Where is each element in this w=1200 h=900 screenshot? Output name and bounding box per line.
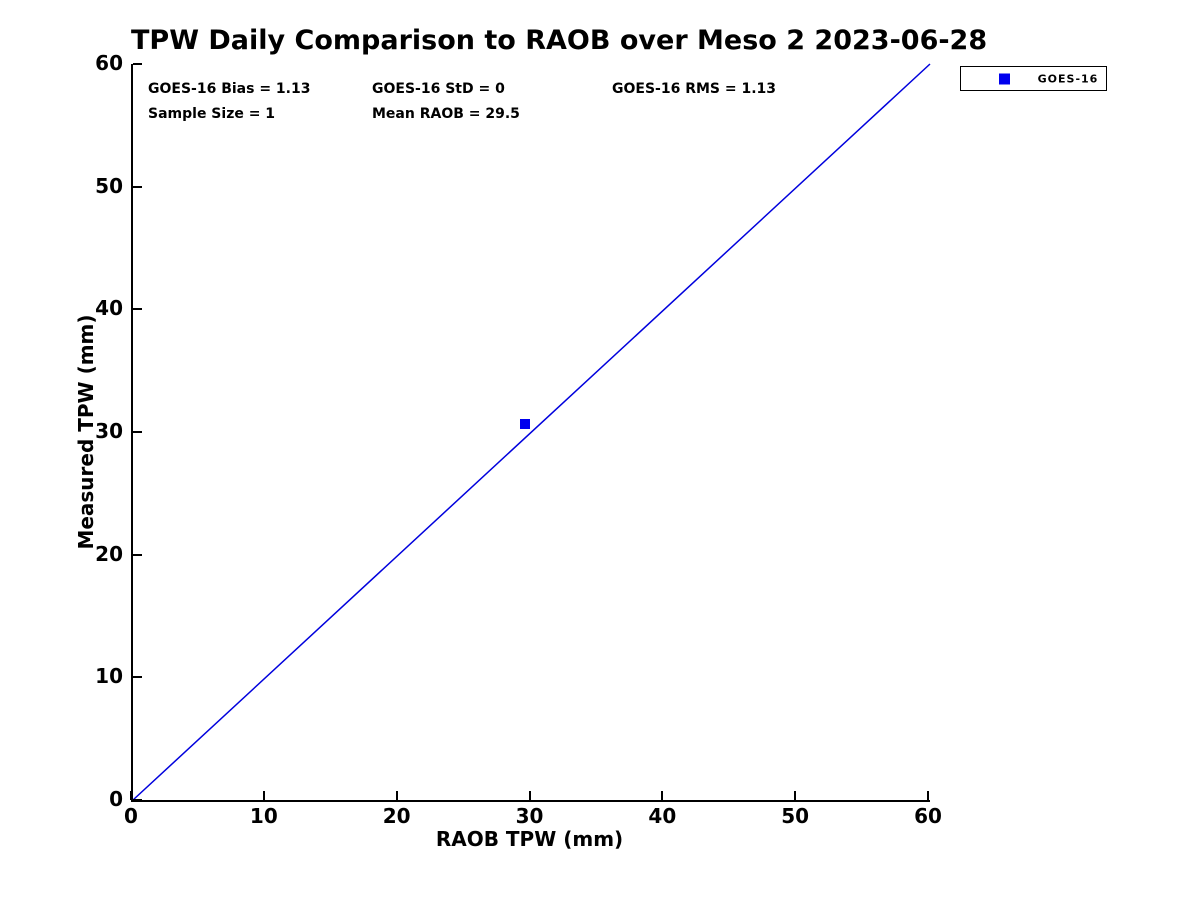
y-tick-mark (133, 185, 142, 188)
y-tick-mark (133, 63, 142, 65)
x-tick-mark (262, 791, 265, 800)
x-tick-label: 30 (515, 804, 544, 828)
y-tick-mark (133, 308, 142, 311)
stat-mean-raob: Mean RAOB = 29.5 (372, 106, 520, 122)
y-tick-label: 50 (95, 173, 123, 198)
legend-marker-square (999, 73, 1010, 84)
stat-std: GOES-16 StD = 0 (372, 81, 505, 97)
y-tick-label: 10 (95, 664, 123, 689)
stat-sample-size: Sample Size = 1 (148, 106, 276, 122)
x-tick-label: 0 (124, 804, 138, 828)
x-tick-mark (130, 791, 132, 800)
x-tick-mark (794, 791, 797, 800)
x-tick-label: 10 (249, 804, 278, 828)
x-tick-label: 50 (781, 804, 810, 828)
chart-title: TPW Daily Comparison to RAOB over Meso 2… (131, 25, 988, 56)
x-tick-mark (395, 791, 398, 800)
stat-bias: GOES-16 Bias = 1.13 (148, 81, 311, 97)
x-axis-label: RAOB TPW (mm) (435, 827, 624, 851)
legend-label: GOES-16 (1037, 72, 1099, 85)
y-tick-label: 0 (109, 787, 123, 811)
x-tick-mark (927, 791, 929, 800)
y-tick-label: 40 (95, 296, 123, 321)
x-tick-mark (661, 791, 664, 800)
identity-line (132, 63, 931, 801)
y-tick-mark (133, 676, 142, 679)
y-axis-label: Measured TPW (mm) (74, 314, 98, 550)
legend: GOES-16 (960, 66, 1107, 91)
plot-area (131, 63, 931, 802)
x-tick-label: 40 (648, 804, 677, 828)
y-tick-label: 60 (95, 51, 123, 75)
x-tick-label: 20 (382, 804, 411, 828)
y-tick-mark (133, 431, 142, 433)
x-tick-label: 60 (914, 804, 942, 828)
x-tick-mark (528, 791, 531, 800)
y-tick-mark (133, 553, 142, 556)
y-tick-label: 20 (95, 541, 123, 566)
y-tick-mark (133, 799, 142, 801)
data-point-marker (519, 419, 530, 430)
y-tick-label: 30 (95, 419, 123, 443)
stat-rms: GOES-16 RMS = 1.13 (612, 81, 777, 97)
